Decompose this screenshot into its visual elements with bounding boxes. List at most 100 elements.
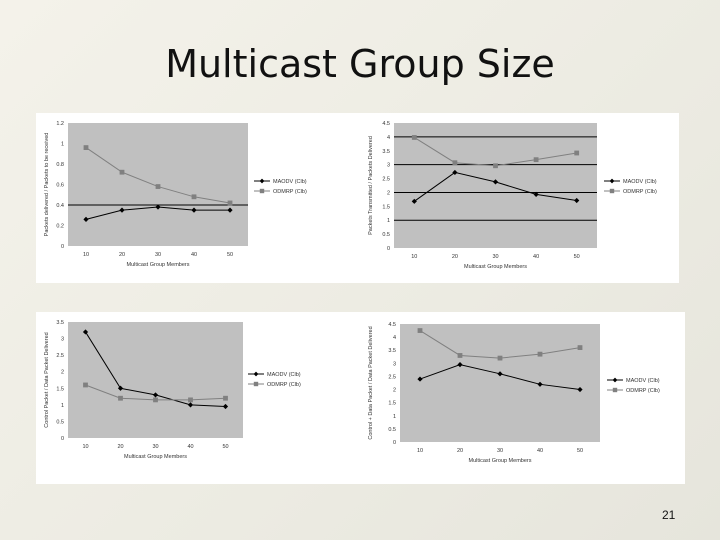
x-tick-label: 50 [574, 254, 580, 260]
data-point [191, 207, 197, 213]
chart-delivery-ratio: 0 0.2 0.4 0.6 0.8 1 1.2 10 20 30 40 50 Multicast Gro… [44, 121, 307, 268]
x-tick-label: 20 [119, 252, 125, 258]
data-point [493, 163, 498, 169]
y-tick-label: 3 [61, 337, 64, 343]
slide-number: 21 [662, 508, 676, 522]
data-point [537, 351, 543, 357]
y-tick-label: 2.5 [56, 353, 64, 359]
legend-label: ODMRP (Clb) [623, 189, 657, 195]
data-point [411, 135, 417, 140]
y-tick-label: 0.6 [56, 183, 64, 189]
y-tick-label: 3.5 [388, 348, 396, 354]
x-tick-label: 10 [82, 444, 88, 450]
chart-panel-total-overhead: 0 0.5 1 1.5 2 2.5 3 3.5 4 4.5 10 20 30 40 50 Multicast … [362, 312, 685, 484]
x-tick-label: 40 [191, 252, 197, 258]
data-point [119, 207, 125, 213]
legend-label: ODMRP (Clb) [267, 382, 301, 388]
y-tick-label: 1 [61, 142, 64, 148]
y-tick-label: 3.5 [56, 320, 64, 326]
y-axis-label: Packets delivered / Packets to be receiv… [44, 133, 50, 237]
chart-total-overhead: 0 0.5 1 1.5 2 2.5 3 3.5 4 4.5 10 20 30 40 50 Multicast … [368, 322, 660, 464]
legend-marker [612, 377, 618, 383]
x-tick-label: 30 [152, 444, 158, 450]
y-tick-label: 3 [387, 163, 390, 169]
legend-marker [253, 371, 259, 377]
data-point [452, 160, 458, 166]
data-point [457, 362, 463, 368]
legend-marker [259, 178, 265, 184]
x-tick-label: 40 [187, 444, 193, 450]
x-tick-label: 40 [537, 448, 543, 454]
y-tick-label: 2 [61, 370, 64, 376]
legend-marker [609, 178, 615, 184]
x-axis-label: Multicast Group Members [127, 262, 190, 268]
x-tick-label: 40 [533, 254, 539, 260]
y-tick-label: 3 [393, 361, 396, 367]
x-tick-label: 20 [457, 448, 463, 454]
x-tick-label: 30 [492, 254, 498, 260]
legend-marker [253, 381, 259, 387]
plot-area [394, 123, 597, 248]
y-tick-label: 1.5 [382, 204, 390, 210]
data-point [497, 355, 503, 361]
chart-transmission-efficiency: 0 0.5 1 1.5 2 2.5 3 3.5 4 4.5 10 20 30 40 50 Multicast … [368, 121, 657, 270]
y-axis-label: Packets Transmitted / Packets Delivered [368, 136, 374, 235]
y-tick-label: 0 [393, 440, 396, 446]
x-tick-label: 30 [155, 252, 161, 258]
y-axis-label: Control Packet / Data Packet Delivered [44, 332, 50, 427]
data-point [153, 397, 158, 403]
data-point [155, 184, 161, 189]
y-tick-label: 4.5 [388, 322, 396, 328]
data-point [83, 216, 89, 222]
x-tick-label: 30 [497, 448, 503, 454]
y-tick-label: 2 [387, 190, 390, 196]
legend-label: ODMRP (Clb) [626, 388, 660, 394]
y-tick-label: 1.2 [56, 121, 64, 127]
data-point [191, 194, 197, 200]
data-point [227, 207, 233, 213]
y-tick-label: 0.5 [388, 427, 396, 433]
data-point [417, 376, 423, 382]
x-axis-label: Multicast Group Members [124, 454, 187, 460]
data-point [119, 169, 125, 175]
y-tick-label: 0.5 [382, 232, 390, 238]
plot-area [400, 324, 600, 442]
data-point [83, 382, 88, 388]
y-tick-label: 1.5 [388, 401, 396, 407]
y-tick-label: 0 [61, 436, 64, 442]
data-point [577, 386, 583, 393]
x-tick-label: 50 [577, 448, 583, 454]
data-point [457, 353, 463, 358]
data-point [117, 385, 124, 391]
chart-panel-control-overhead: 0 0.5 1 1.5 2 2.5 3 3.5 10 20 30 40 50 Multicast Grou… [36, 312, 362, 484]
legend-label: MAODV (Clb) [267, 372, 301, 378]
x-tick-label: 50 [227, 252, 233, 258]
y-tick-label: 0.2 [56, 224, 64, 230]
data-point [118, 395, 123, 401]
y-tick-label: 2.5 [388, 374, 396, 380]
data-point [577, 345, 583, 350]
legend-label: ODMRP (Clb) [273, 189, 307, 195]
chart-control-overhead: 0 0.5 1 1.5 2 2.5 3 3.5 10 20 30 40 50 Multicast Grou… [44, 320, 301, 460]
data-point [222, 403, 229, 410]
data-point [492, 179, 499, 185]
y-tick-label: 4 [387, 135, 390, 141]
x-tick-label: 20 [452, 254, 458, 260]
x-axis-label: Multicast Group Members [464, 264, 527, 270]
data-point [537, 381, 543, 387]
legend-label: MAODV (Clb) [623, 179, 657, 185]
x-axis-label: Multicast Group Members [469, 458, 532, 464]
data-point [188, 397, 193, 403]
legend-marker [609, 188, 615, 194]
data-point [155, 204, 161, 210]
plot-area [68, 322, 243, 438]
y-tick-label: 0 [387, 246, 390, 252]
legend-marker [259, 188, 265, 194]
y-tick-label: 2.5 [382, 177, 390, 183]
legend-marker [612, 387, 618, 393]
y-tick-label: 0.8 [56, 162, 64, 168]
y-tick-label: 0.4 [56, 203, 64, 209]
y-tick-label: 4.5 [382, 121, 390, 127]
y-tick-label: 2 [393, 388, 396, 394]
x-tick-label: 50 [222, 444, 228, 450]
